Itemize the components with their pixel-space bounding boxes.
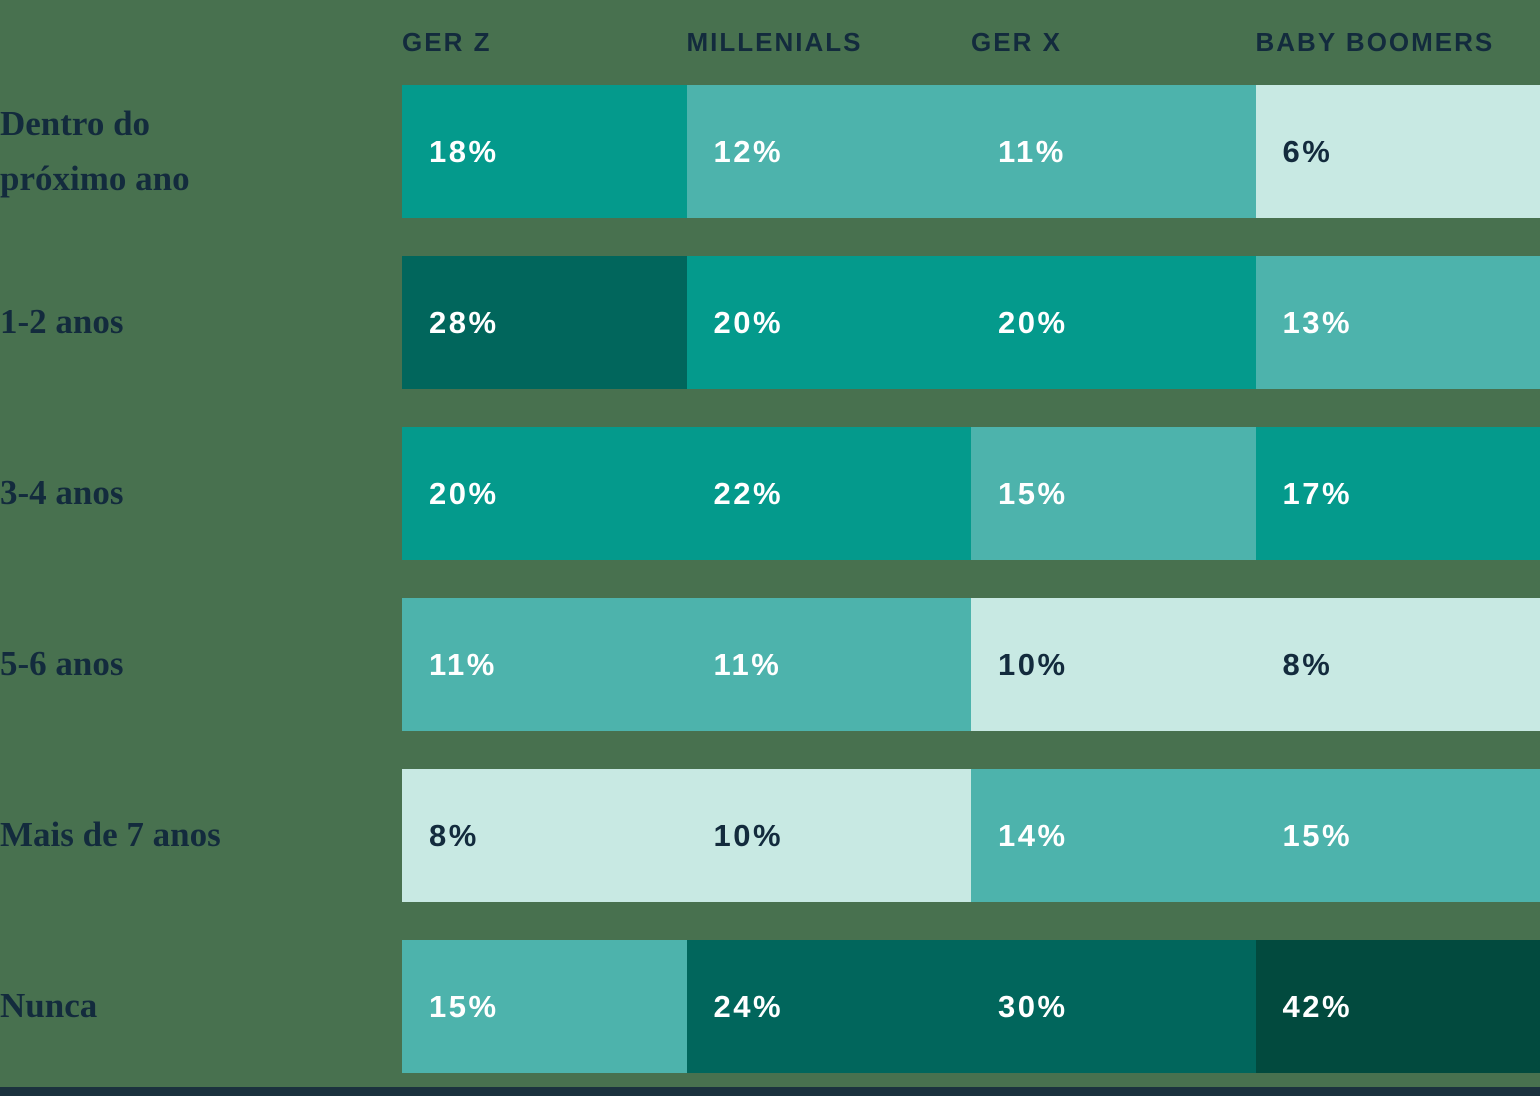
heatmap-cell: 11% [402, 598, 687, 731]
table-row: Mais de 7 anos 8% 10% 14% 15% [0, 769, 1540, 902]
heatmap-cell: 20% [971, 256, 1256, 389]
row-label-line: 1-2 anos [0, 302, 124, 342]
cell-value: 11% [998, 133, 1066, 169]
cell-value: 20% [713, 304, 784, 340]
row-cells: 11% 11% 10% 8% [402, 598, 1540, 731]
header-label-spacer [0, 0, 402, 85]
row-cells: 8% 10% 14% 15% [402, 769, 1540, 902]
cell-value: 8% [1282, 646, 1333, 682]
heatmap-cell: 10% [686, 769, 971, 902]
cell-value: 20% [998, 304, 1068, 340]
heatmap-cell: 12% [686, 85, 971, 218]
cell-value: 20% [429, 475, 499, 511]
heatmap-cell: 42% [1255, 940, 1540, 1073]
cell-value: 11% [429, 646, 497, 682]
cell-value: 28% [429, 304, 499, 340]
heatmap-cell: 11% [686, 598, 971, 731]
cell-value: 17% [1282, 475, 1353, 511]
bottom-accent-bar [0, 1087, 1540, 1096]
heatmap-cell: 18% [402, 85, 687, 218]
table-row: 1-2 anos 28% 20% 20% 13% [0, 256, 1540, 389]
row-label: Dentro do próximo ano [0, 85, 402, 218]
column-header: GER X [971, 27, 1062, 57]
cell-value: 11% [713, 646, 782, 682]
heatmap-cell: 28% [402, 256, 687, 389]
row-label: 5-6 anos [0, 598, 402, 731]
heatmap-cell: 22% [686, 427, 971, 560]
heatmap-cell: 11% [971, 85, 1256, 218]
cell-value: 18% [429, 133, 499, 169]
cell-value: 15% [1282, 817, 1353, 853]
row-label-line: Dentro do [0, 104, 151, 144]
cell-value: 6% [1282, 133, 1333, 169]
row-label: 1-2 anos [0, 256, 402, 389]
heatmap-cell: 17% [1255, 427, 1540, 560]
heatmap-cell: 6% [1255, 85, 1540, 218]
column-headers: GER Z MILLENIALS GER X BABY BOOMERS [402, 0, 1540, 85]
column-header: GER Z [402, 27, 492, 57]
cell-value: 15% [429, 988, 499, 1024]
table-row: Nunca 15% 24% 30% 42% [0, 940, 1540, 1073]
table-row: 3-4 anos 20% 22% 15% 17% [0, 427, 1540, 560]
cell-value: 22% [713, 475, 784, 511]
column-header: BABY BOOMERS [1255, 27, 1495, 57]
column-header-row: GER Z MILLENIALS GER X BABY BOOMERS [0, 0, 1540, 85]
row-label: Mais de 7 anos [0, 769, 402, 902]
cell-value: 10% [713, 817, 784, 853]
heatmap-cell: 20% [686, 256, 971, 389]
row-cells: 15% 24% 30% 42% [402, 940, 1540, 1073]
heatmap-cell: 8% [1255, 598, 1540, 731]
cell-value: 15% [998, 475, 1068, 511]
table-row: 5-6 anos 11% 11% 10% 8% [0, 598, 1540, 731]
heatmap-cell: 13% [1255, 256, 1540, 389]
row-label-line: Mais de 7 anos [0, 815, 221, 855]
row-label-line: Nunca [0, 986, 98, 1026]
row-cells: 18% 12% 11% 6% [402, 85, 1540, 218]
cell-value: 14% [998, 817, 1068, 853]
cell-value: 13% [1282, 304, 1353, 340]
row-label: Nunca [0, 940, 402, 1073]
heatmap-cell: 10% [971, 598, 1256, 731]
table-row: Dentro do próximo ano 18% 12% 11% 6% [0, 85, 1540, 218]
row-label-line: 5-6 anos [0, 644, 124, 684]
cell-value: 24% [713, 988, 784, 1024]
heatmap-cell: 15% [402, 940, 687, 1073]
row-label-line: 3-4 anos [0, 473, 124, 513]
heatmap-cell: 20% [402, 427, 687, 560]
heatmap-cell: 24% [686, 940, 971, 1073]
row-label: 3-4 anos [0, 427, 402, 560]
heatmap-cell: 8% [402, 769, 687, 902]
column-header: MILLENIALS [686, 27, 863, 57]
cell-value: 12% [713, 133, 784, 169]
heatmap-rows: Dentro do próximo ano 18% 12% 11% 6% 1-2 anos 2… [0, 85, 1540, 1073]
heatmap-cell: 30% [971, 940, 1256, 1073]
heatmap-cell: 15% [1255, 769, 1540, 902]
cell-value: 8% [429, 817, 479, 853]
cell-value: 10% [998, 646, 1068, 682]
row-cells: 20% 22% 15% 17% [402, 427, 1540, 560]
row-label-line: próximo ano [0, 158, 190, 198]
row-cells: 28% 20% 20% 13% [402, 256, 1540, 389]
heatmap-cell: 14% [971, 769, 1256, 902]
heatmap-cell: 15% [971, 427, 1256, 560]
cell-value: 30% [998, 988, 1068, 1024]
cell-value: 42% [1282, 988, 1353, 1024]
